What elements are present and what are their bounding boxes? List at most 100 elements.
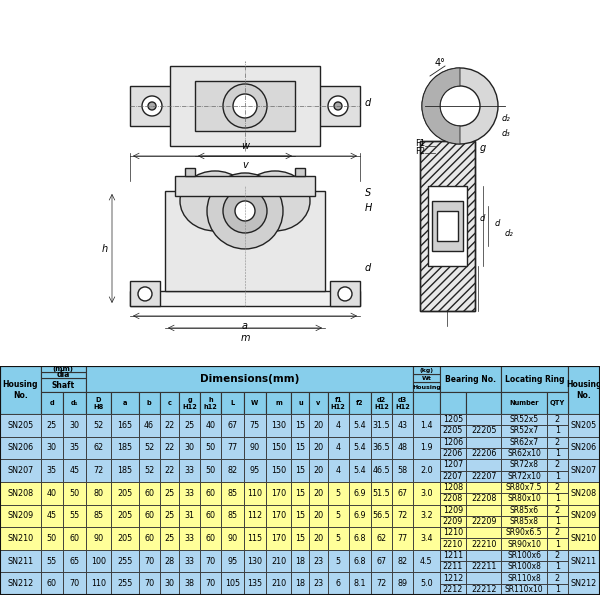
- Text: 62: 62: [94, 443, 103, 452]
- Bar: [110, 459, 139, 482]
- Text: 90: 90: [94, 534, 103, 543]
- Bar: [371, 572, 392, 595]
- Text: SN206: SN206: [571, 443, 597, 452]
- Text: SR85x6: SR85x6: [509, 506, 539, 515]
- Text: d: d: [365, 263, 371, 273]
- Text: 70: 70: [144, 556, 154, 566]
- Text: 82: 82: [227, 466, 238, 475]
- Text: d: d: [365, 98, 371, 108]
- Bar: [547, 425, 568, 437]
- Bar: [160, 459, 179, 482]
- Bar: [466, 584, 501, 595]
- Text: H: H: [365, 203, 373, 213]
- Bar: [466, 550, 501, 561]
- Bar: [328, 414, 349, 437]
- Text: 2: 2: [555, 574, 560, 583]
- Bar: [86, 572, 110, 595]
- Text: 40: 40: [206, 421, 216, 430]
- Bar: [221, 392, 244, 414]
- Text: w: w: [241, 141, 249, 151]
- Bar: [63, 459, 86, 482]
- Text: 56.5: 56.5: [373, 511, 391, 520]
- Text: 62: 62: [377, 534, 386, 543]
- Bar: [440, 392, 466, 414]
- Bar: [501, 392, 547, 414]
- Bar: [466, 516, 501, 527]
- Circle shape: [142, 96, 162, 116]
- Bar: [392, 482, 413, 505]
- Text: 2212: 2212: [443, 585, 463, 594]
- Bar: [371, 414, 392, 437]
- Text: 15: 15: [295, 488, 305, 497]
- Text: 15: 15: [295, 534, 305, 543]
- Text: 1205: 1205: [443, 415, 463, 424]
- Bar: [0, 437, 41, 459]
- Text: 22211: 22211: [471, 562, 496, 571]
- Bar: [440, 482, 466, 493]
- Bar: [63, 550, 86, 572]
- Text: 205: 205: [117, 534, 132, 543]
- Bar: [349, 482, 371, 505]
- Bar: [501, 448, 547, 459]
- Text: 77: 77: [227, 443, 238, 452]
- Text: 1206: 1206: [443, 438, 463, 447]
- Bar: [0, 572, 41, 595]
- Bar: [244, 550, 266, 572]
- Text: 18: 18: [295, 579, 305, 588]
- Bar: [310, 527, 328, 550]
- Bar: [568, 437, 600, 459]
- Text: SR72x10: SR72x10: [507, 472, 541, 481]
- Text: SN205: SN205: [7, 421, 34, 430]
- Text: 35: 35: [70, 443, 80, 452]
- Text: 50: 50: [206, 466, 216, 475]
- Bar: [244, 482, 266, 505]
- Text: 46.5: 46.5: [373, 466, 391, 475]
- Circle shape: [233, 94, 257, 118]
- Bar: [568, 505, 600, 527]
- Text: 2207: 2207: [443, 472, 463, 481]
- Text: 5: 5: [335, 488, 341, 497]
- Bar: [413, 459, 440, 482]
- Bar: [266, 572, 291, 595]
- Bar: [244, 437, 266, 459]
- Text: 70: 70: [70, 579, 80, 588]
- Text: SR72x8: SR72x8: [509, 461, 539, 469]
- Bar: [547, 584, 568, 595]
- Text: 4.5: 4.5: [420, 556, 433, 566]
- Text: W: W: [251, 400, 259, 406]
- Bar: [428, 186, 467, 266]
- Bar: [466, 392, 501, 414]
- Text: 22205: 22205: [471, 427, 497, 436]
- Bar: [200, 392, 221, 414]
- Text: 90: 90: [250, 443, 260, 452]
- Text: 18: 18: [295, 556, 305, 566]
- Text: 1209: 1209: [443, 506, 463, 515]
- Text: dia: dia: [56, 370, 70, 380]
- Text: 60: 60: [47, 579, 57, 588]
- Text: 67: 67: [398, 488, 407, 497]
- Circle shape: [207, 173, 283, 249]
- Text: 2210: 2210: [443, 540, 463, 549]
- Bar: [139, 459, 160, 482]
- Bar: [466, 538, 501, 550]
- Text: d₃: d₃: [502, 129, 511, 138]
- Text: SR80x10: SR80x10: [507, 494, 541, 503]
- Bar: [328, 505, 349, 527]
- Bar: [175, 176, 315, 196]
- Bar: [185, 168, 195, 176]
- Bar: [0, 527, 41, 550]
- Bar: [170, 66, 320, 146]
- Bar: [110, 414, 139, 437]
- Text: Housing
No.: Housing No.: [2, 380, 38, 400]
- Bar: [200, 505, 221, 527]
- Text: 85: 85: [227, 488, 238, 497]
- Text: 48: 48: [398, 443, 407, 452]
- Text: 255: 255: [117, 556, 133, 566]
- Text: 67: 67: [377, 556, 386, 566]
- Text: SR85x8: SR85x8: [509, 517, 539, 526]
- Text: 1: 1: [555, 562, 560, 571]
- Bar: [371, 482, 392, 505]
- Text: 5.4: 5.4: [353, 443, 366, 452]
- Bar: [413, 392, 440, 414]
- Bar: [0, 482, 41, 505]
